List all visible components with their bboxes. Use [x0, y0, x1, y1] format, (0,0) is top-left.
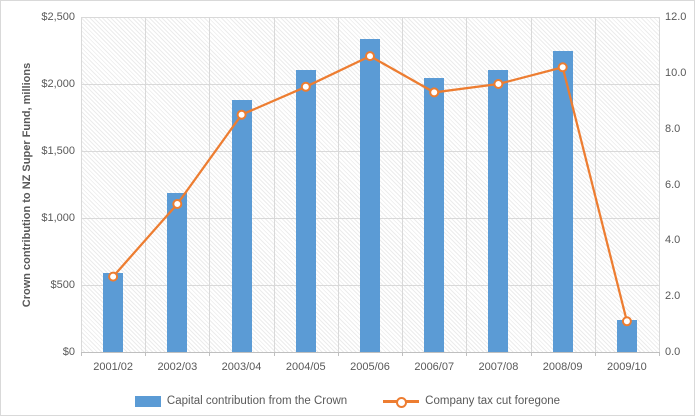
left-axis-tick-label: $0 [62, 346, 75, 358]
left-axis-tick-label: $500 [50, 279, 75, 291]
left-axis-tick-label: $2,000 [41, 78, 75, 90]
line-marker-2009/10 [621, 316, 632, 327]
bar-2005/06 [360, 39, 380, 352]
x-axis-label-2002/03: 2002/03 [157, 361, 198, 373]
x-axis-label-2006/07: 2006/07 [414, 361, 455, 373]
line-marker-2002/03 [172, 199, 183, 209]
left-axis-tick-label: $2,500 [41, 11, 75, 23]
bar-2002/03 [167, 192, 188, 352]
legend-label-company-tax: Company tax cut foregone [425, 395, 561, 407]
left-axis-title: Crown contribution to NZ Super Fund, mil… [21, 62, 33, 308]
x-axis-label-2007/08: 2007/08 [478, 361, 519, 373]
line-marker-2007/08 [493, 79, 504, 89]
right-axis-tick-label: 4.0 [665, 234, 681, 247]
plot-area [81, 17, 660, 353]
legend-item-capital-contribution: Capital contribution from the Crown [134, 395, 348, 407]
legend-label-capital-contribution: Capital contribution from the Crown [166, 395, 348, 407]
bar-2008/09 [552, 50, 573, 352]
x-axis-label-2008/09: 2008/09 [542, 361, 583, 373]
right-axis-tick-label: 10.0 [665, 66, 687, 79]
bar-2006/07 [424, 77, 445, 352]
right-axis-tick-label: 12.0 [665, 11, 687, 23]
bar-2009/10 [616, 319, 637, 352]
left-axis-tick-label: $1,500 [41, 145, 75, 157]
x-axis-label-2004/05: 2004/05 [285, 361, 326, 373]
x-axis-label-2005/06: 2005/06 [350, 361, 390, 373]
left-axis-tick-label: $1,000 [41, 212, 75, 224]
line-marker-2004/05 [300, 81, 311, 92]
legend: Capital contribution from the Crown Comp… [1, 395, 694, 408]
x-axis-label-2009/10: 2009/10 [606, 361, 647, 373]
line-marker-2006/07 [429, 87, 440, 98]
line-marker-swatch-icon [383, 396, 420, 408]
bar-2001/02 [103, 272, 124, 352]
legend-item-company-tax: Company tax cut foregone [383, 395, 561, 408]
right-axis-tick-label: 0.0 [665, 346, 681, 358]
line-marker-2003/04 [236, 109, 247, 120]
right-axis-tick-label: 8.0 [665, 122, 681, 135]
bar-swatch-icon [134, 395, 161, 407]
x-axis-label-2003/04: 2003/04 [221, 361, 262, 373]
x-axis-line [81, 352, 659, 353]
bar-2007/08 [488, 69, 509, 352]
line-series [108, 51, 632, 327]
line-marker-2001/02 [108, 271, 119, 282]
x-axis-label-2001/02: 2001/02 [93, 361, 133, 373]
right-axis-tick-label: 6.0 [665, 178, 681, 191]
bar-2003/04 [231, 100, 252, 352]
bar-2004/05 [295, 69, 316, 352]
right-axis-tick-label: 2.0 [665, 290, 681, 303]
line-marker-2005/06 [365, 51, 375, 62]
line-marker-2008/09 [557, 62, 568, 73]
